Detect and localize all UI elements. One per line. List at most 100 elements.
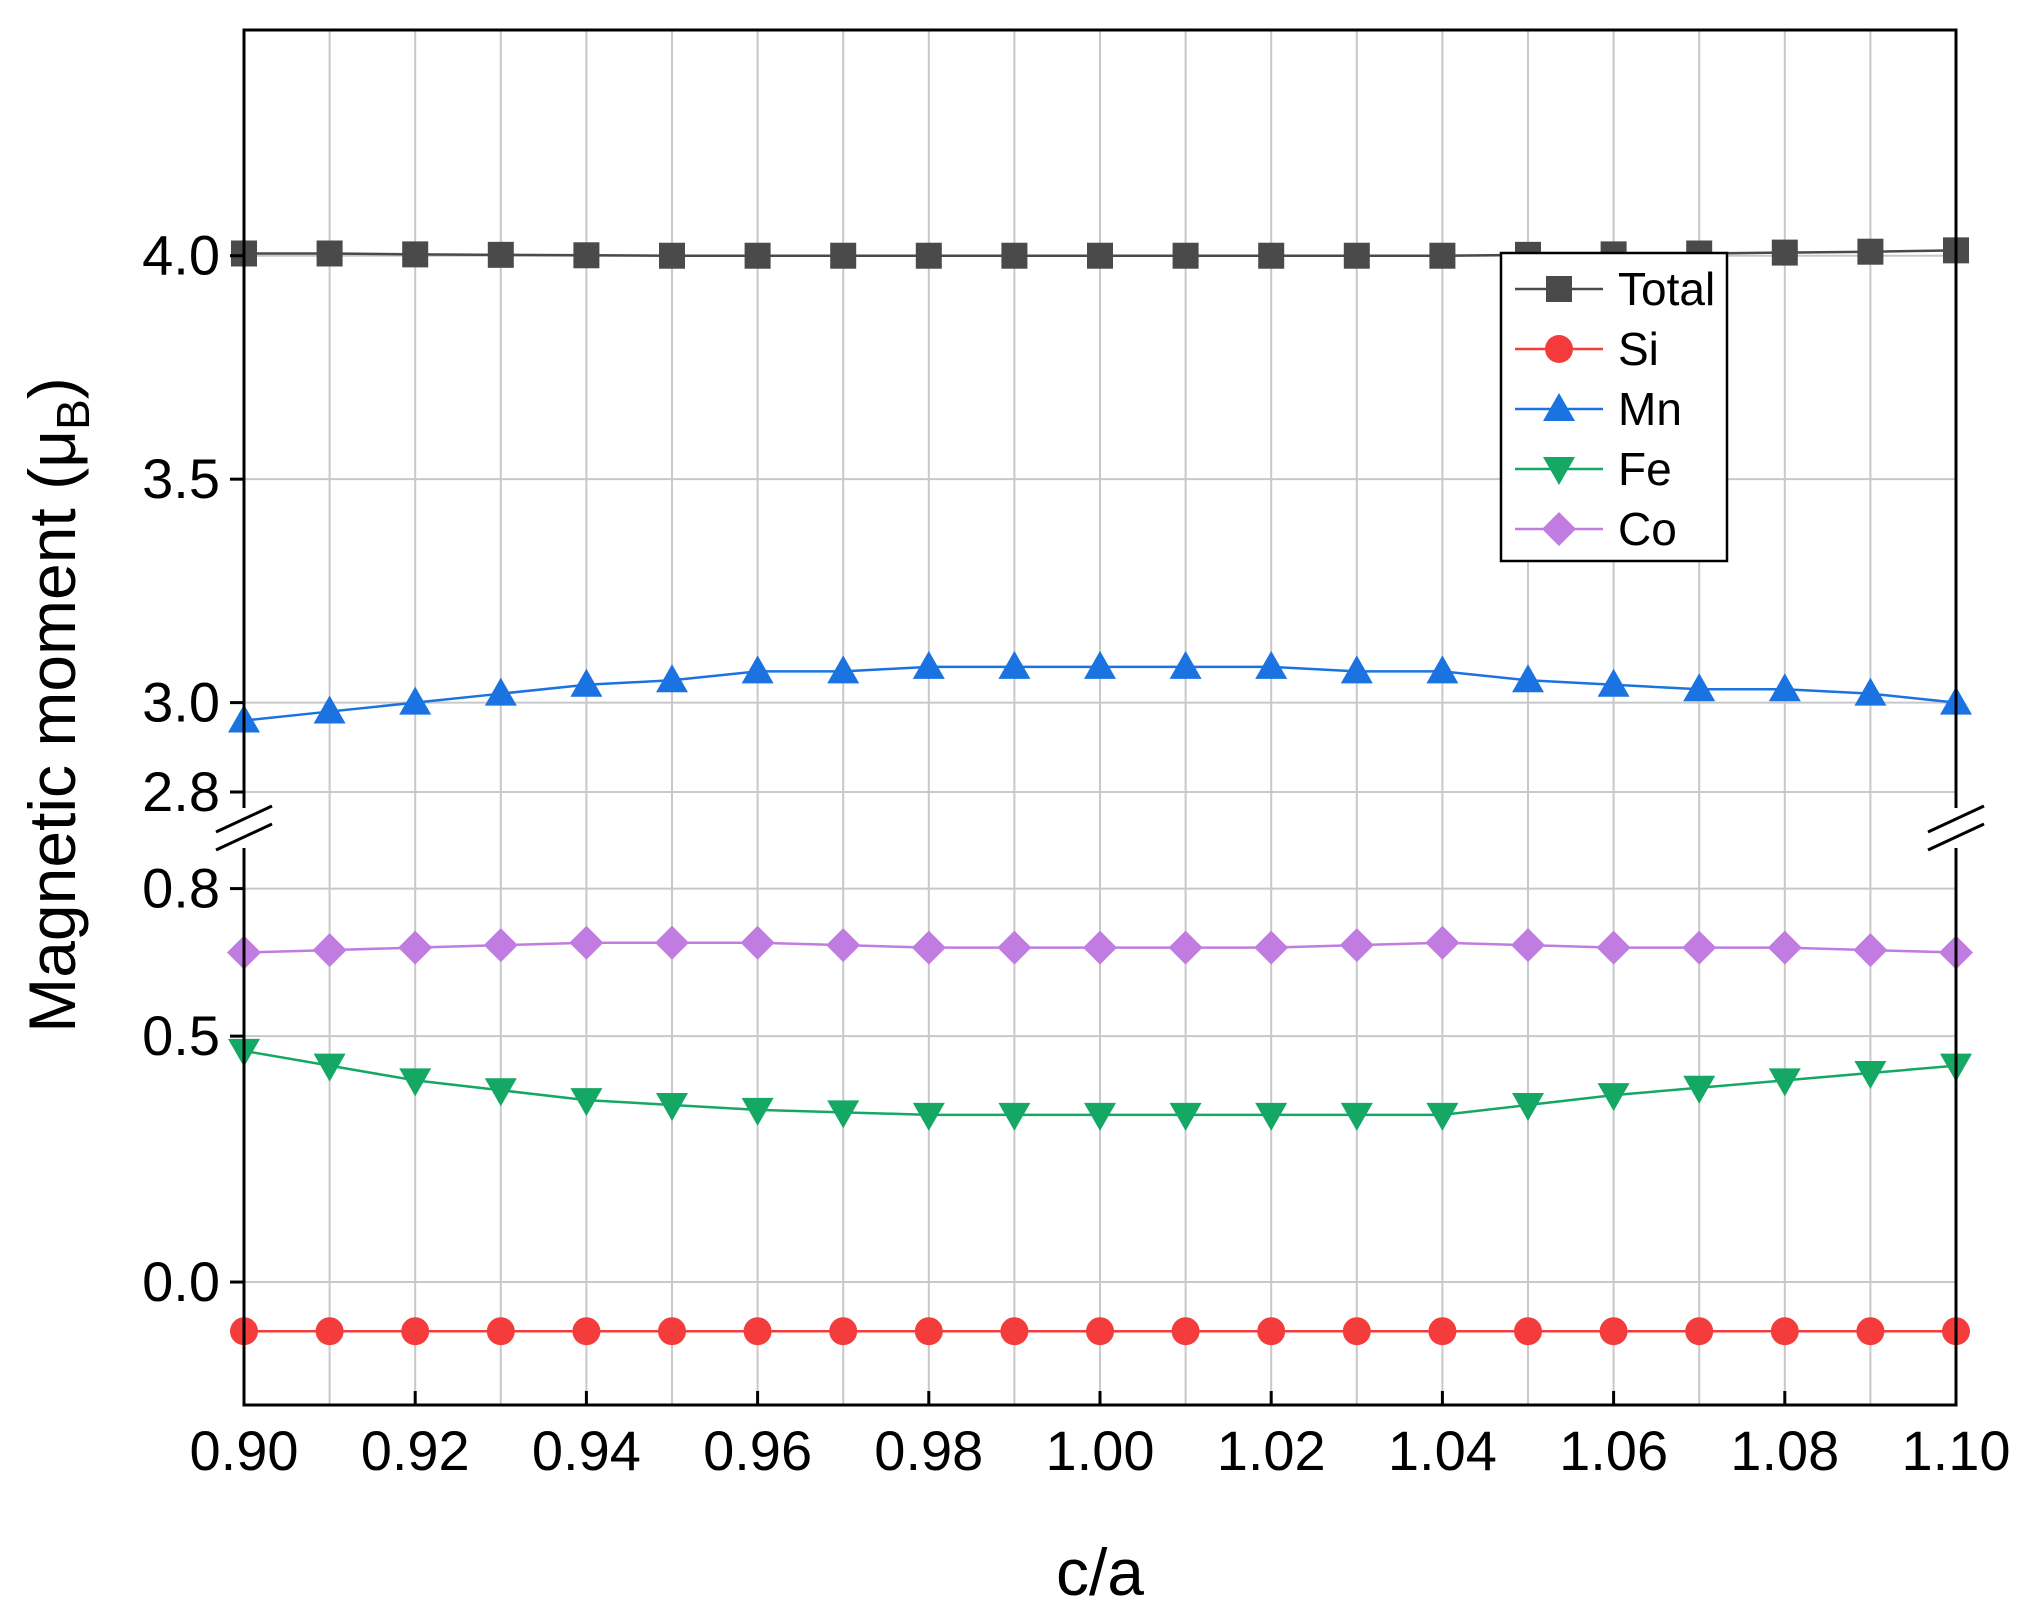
series-si-point bbox=[1257, 1317, 1286, 1346]
series-fe-point bbox=[313, 1053, 346, 1082]
series-co-point bbox=[1682, 930, 1717, 965]
legend-marker-si bbox=[1545, 335, 1573, 363]
y-tick-label: 3.0 bbox=[142, 671, 220, 734]
axis-break-gap bbox=[1921, 808, 1991, 848]
legend-label-fe: Fe bbox=[1618, 443, 1672, 495]
series-mn-point bbox=[313, 695, 346, 724]
x-tick-label: 0.92 bbox=[361, 1419, 470, 1482]
legend-marker-total bbox=[1546, 276, 1572, 302]
series-co bbox=[227, 925, 1973, 970]
series-co-point bbox=[740, 925, 775, 960]
series-co-point bbox=[997, 930, 1032, 965]
series-si-point bbox=[1770, 1317, 1799, 1346]
series-co-point bbox=[1596, 930, 1631, 965]
series-si-point bbox=[315, 1317, 344, 1346]
series-si-point bbox=[1171, 1317, 1200, 1346]
series-co-point bbox=[1168, 930, 1203, 965]
series-si-point bbox=[914, 1317, 943, 1346]
series-fe-point bbox=[1512, 1092, 1544, 1121]
series-mn-point bbox=[1169, 650, 1202, 679]
series-mn-point bbox=[1768, 673, 1801, 702]
y-axis-title-main: Magnetic moment (μ bbox=[15, 430, 89, 1033]
series-co-point bbox=[1254, 930, 1289, 965]
x-axis-title: c/a bbox=[1056, 1535, 1144, 1609]
series-total-point bbox=[573, 242, 600, 269]
series-total-point bbox=[659, 242, 685, 269]
x-tick-label: 1.10 bbox=[1902, 1419, 2011, 1482]
x-tick-label: 0.90 bbox=[190, 1419, 299, 1482]
series-total-point bbox=[1429, 242, 1456, 269]
series-fe-point bbox=[912, 1102, 945, 1131]
series-total-point bbox=[1258, 242, 1285, 269]
series-si-point bbox=[743, 1317, 772, 1346]
series-fe-point bbox=[1426, 1102, 1459, 1131]
series-co-point bbox=[483, 928, 518, 963]
series-total-point bbox=[487, 241, 514, 268]
series-mn-point bbox=[656, 664, 688, 693]
series-fe-point bbox=[741, 1097, 774, 1126]
series-si bbox=[230, 1317, 1970, 1346]
legend-label-co: Co bbox=[1618, 503, 1677, 555]
series-mn-point bbox=[1426, 655, 1459, 684]
series-total-point bbox=[1001, 242, 1028, 269]
series-mn-point bbox=[399, 686, 432, 715]
series-mn-point bbox=[570, 668, 603, 697]
series-fe-point bbox=[827, 1100, 860, 1129]
series-si-point bbox=[829, 1317, 858, 1346]
series-total-point bbox=[1172, 242, 1199, 269]
series-mn-point bbox=[741, 655, 774, 684]
series-si-point bbox=[401, 1317, 430, 1346]
series-mn-point bbox=[1854, 677, 1887, 706]
series-mn-point bbox=[1512, 664, 1544, 693]
series-si-point bbox=[1599, 1317, 1628, 1346]
series-fe-point bbox=[1169, 1102, 1202, 1131]
series-co-point bbox=[911, 930, 946, 965]
axis-break-slash bbox=[1927, 822, 1985, 852]
series-total-point bbox=[316, 240, 343, 267]
series-co-point bbox=[1339, 928, 1374, 963]
series-co-point bbox=[826, 928, 861, 963]
y-tick-label: 0.8 bbox=[142, 857, 220, 920]
series-total-point bbox=[402, 241, 429, 268]
y-tick-label: 3.5 bbox=[142, 447, 220, 510]
series-fe-point bbox=[656, 1092, 688, 1121]
axis-break-slash bbox=[215, 822, 273, 852]
legend-label-si: Si bbox=[1618, 323, 1659, 375]
series-si-point bbox=[1685, 1317, 1714, 1346]
y-tick-label: 4.0 bbox=[142, 224, 220, 287]
x-tick-label: 1.04 bbox=[1388, 1419, 1497, 1482]
series-mn-point bbox=[912, 650, 945, 679]
series-si-point bbox=[486, 1317, 515, 1346]
plot-area bbox=[227, 237, 1973, 1346]
axis-break-gap bbox=[209, 808, 279, 848]
series-mn-point bbox=[1597, 668, 1630, 697]
series-total-point bbox=[1087, 242, 1113, 269]
x-tick-label: 0.94 bbox=[532, 1419, 641, 1482]
series-mn-point bbox=[998, 650, 1031, 679]
legend-marker-fe bbox=[1543, 457, 1575, 485]
series-co-point bbox=[1425, 925, 1460, 960]
series-si-point bbox=[1000, 1317, 1029, 1346]
x-tick-label: 1.08 bbox=[1730, 1419, 1839, 1482]
series-si-point bbox=[1514, 1317, 1542, 1346]
series-co-point bbox=[1767, 930, 1802, 965]
series-co-point bbox=[1511, 928, 1545, 963]
x-tick-label: 1.00 bbox=[1046, 1419, 1155, 1482]
axis-break-slash bbox=[1927, 804, 1985, 834]
y-axis-title: Magnetic moment (μB) bbox=[15, 377, 99, 1033]
legend-marker-co bbox=[1542, 512, 1576, 546]
series-fe-point bbox=[1084, 1102, 1116, 1131]
series-co-point bbox=[655, 925, 689, 960]
series-mn-point bbox=[1683, 673, 1716, 702]
y-tick-label: 0.5 bbox=[142, 1004, 220, 1067]
series-total-point bbox=[915, 242, 942, 269]
series-mn-point bbox=[1255, 650, 1288, 679]
series-fe-point bbox=[1597, 1083, 1630, 1112]
legend: Total Si Mn Fe Co bbox=[1499, 251, 1729, 563]
series-fe-point bbox=[1768, 1068, 1801, 1097]
series-fe-point bbox=[1340, 1102, 1373, 1131]
legend-label-mn: Mn bbox=[1618, 383, 1682, 435]
x-tick-label: 0.96 bbox=[703, 1419, 812, 1482]
x-tick-label: 1.06 bbox=[1559, 1419, 1668, 1482]
